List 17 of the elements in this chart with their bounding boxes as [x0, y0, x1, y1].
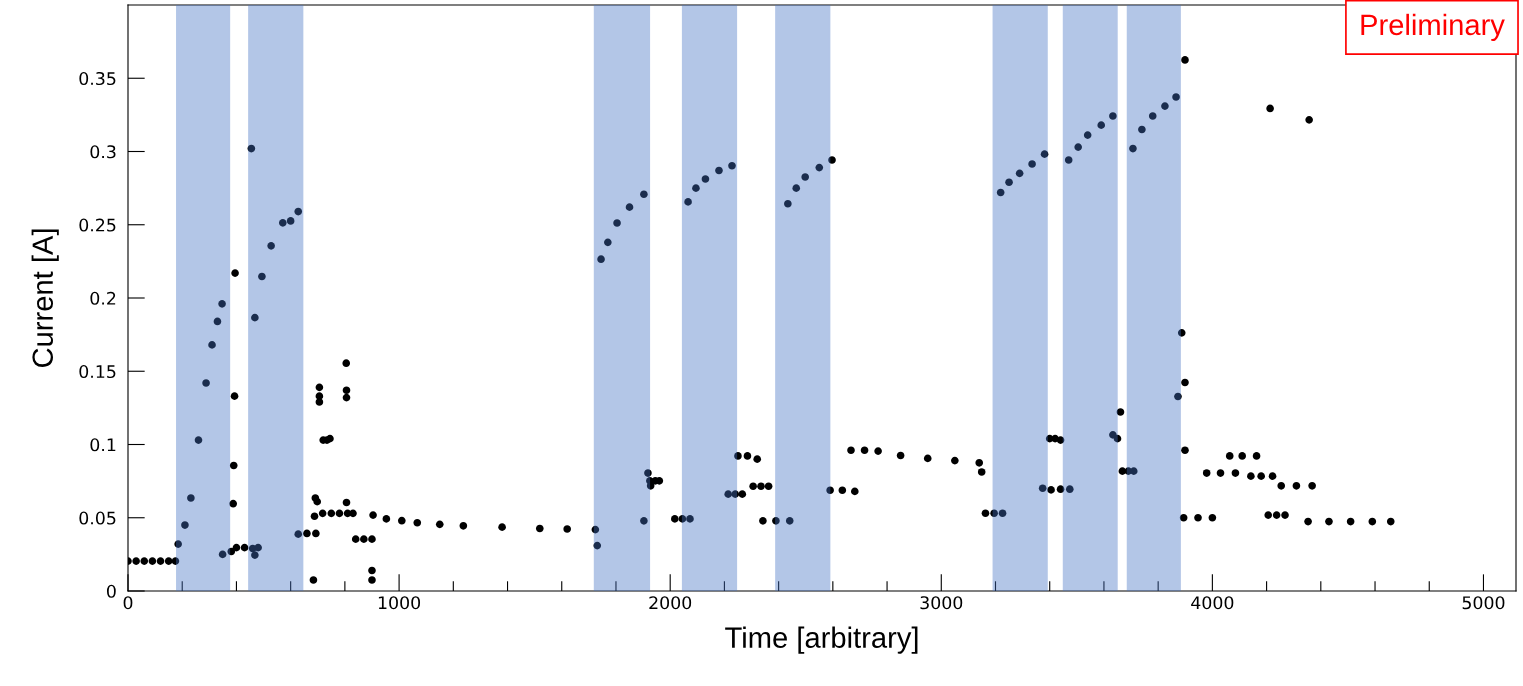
y-tick-label: 0.25 — [79, 218, 116, 232]
x-tick-label: 3000 — [920, 596, 963, 610]
x-tick-label: 1000 — [378, 596, 421, 610]
x-tick-label: 2000 — [649, 596, 692, 610]
y-tick-label: 0 — [106, 584, 116, 598]
y-tick-label: 0.2 — [90, 291, 116, 305]
y-tick-label: 0.15 — [79, 364, 116, 379]
y-tick-label: 0.1 — [90, 438, 116, 452]
x-tick-label: 4000 — [1191, 596, 1234, 610]
y-tick-label: 0.3 — [90, 145, 116, 159]
annotation: Preliminary — [1361, 13, 1505, 41]
y-axis-title: Current [A] — [31, 229, 59, 368]
y-tick-label: 0.05 — [79, 511, 116, 525]
x-tick-label: 0 — [123, 596, 133, 610]
y-tick-label: 0.35 — [79, 71, 116, 86]
x-axis-title: Time [arbitrary] — [725, 626, 918, 654]
x-tick-label: 5000 — [1462, 596, 1505, 610]
